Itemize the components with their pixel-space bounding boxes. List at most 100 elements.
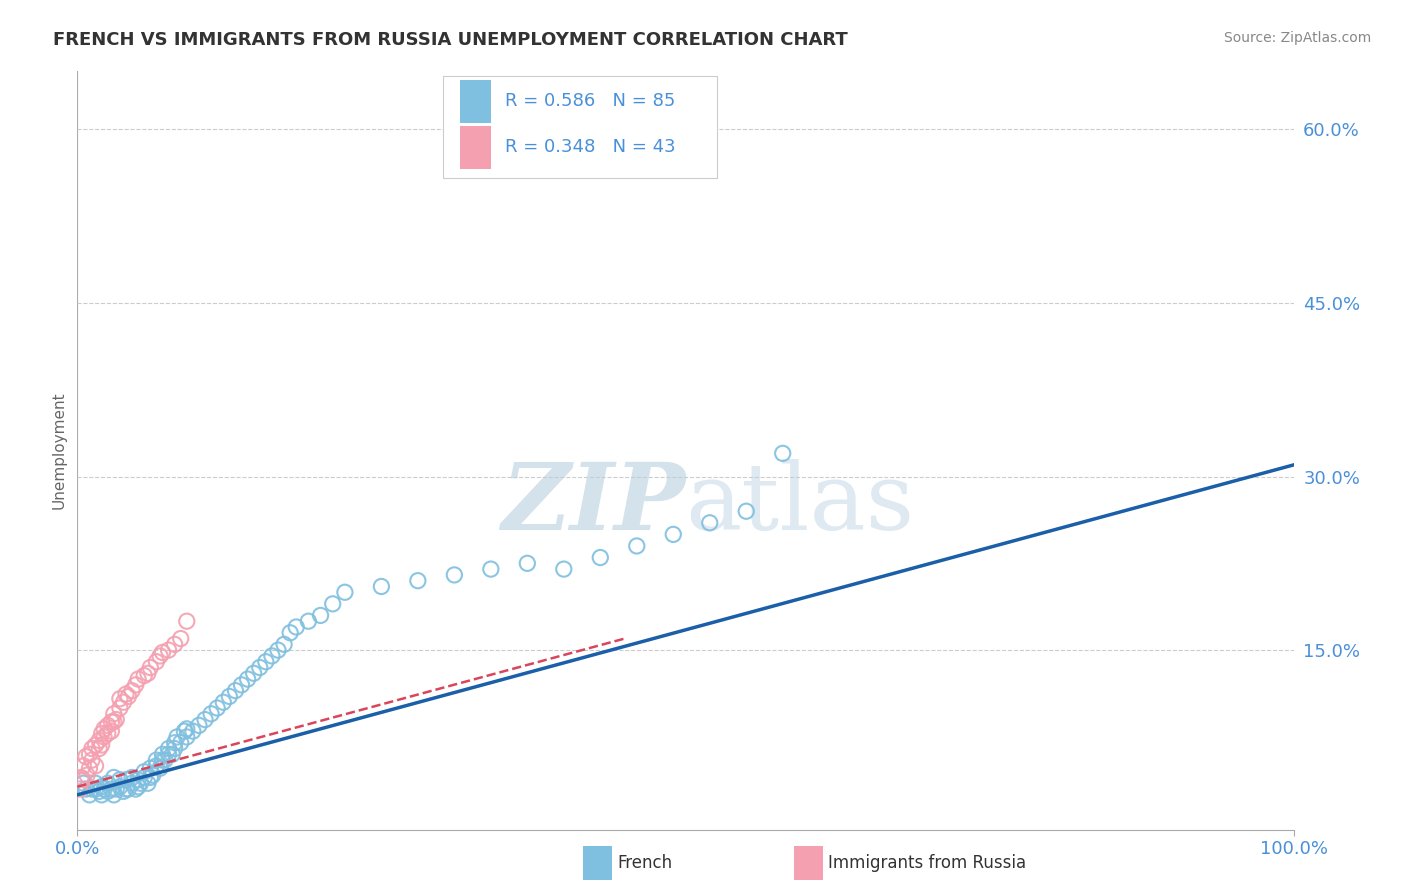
Point	[212, 695, 235, 709]
Point	[108, 772, 131, 787]
Point	[194, 713, 217, 727]
Text: Source: ZipAtlas.com: Source: ZipAtlas.com	[1223, 31, 1371, 45]
Point	[84, 759, 107, 773]
Point	[115, 782, 138, 797]
Point	[90, 738, 112, 752]
Point	[90, 726, 112, 740]
Point	[117, 690, 139, 704]
Point	[176, 614, 198, 628]
Y-axis label: Unemployment: Unemployment	[51, 392, 66, 509]
Point	[218, 690, 240, 704]
Point	[125, 678, 148, 692]
Point	[479, 562, 502, 576]
Point	[84, 782, 107, 797]
Text: atlas: atlas	[686, 458, 915, 549]
Point	[125, 782, 148, 797]
Point	[108, 701, 131, 715]
Point	[121, 776, 143, 790]
Point	[117, 782, 139, 797]
Point	[89, 784, 111, 798]
Point	[136, 666, 159, 681]
Text: French: French	[617, 854, 672, 871]
Point	[112, 695, 135, 709]
Point	[278, 625, 301, 640]
Point	[626, 539, 648, 553]
Point	[134, 668, 156, 682]
Point	[166, 730, 188, 744]
Point	[173, 724, 195, 739]
Point	[103, 714, 125, 729]
Point	[129, 776, 152, 790]
Text: FRENCH VS IMMIGRANTS FROM RUSSIA UNEMPLOYMENT CORRELATION CHART: FRENCH VS IMMIGRANTS FROM RUSSIA UNEMPLO…	[53, 31, 848, 49]
Point	[176, 730, 198, 744]
Point	[115, 772, 138, 787]
Point	[84, 776, 107, 790]
Point	[100, 724, 122, 739]
Point	[75, 782, 97, 797]
Point	[160, 747, 183, 762]
Point	[69, 782, 91, 797]
Point	[105, 782, 128, 797]
Point	[79, 788, 101, 802]
Point	[242, 666, 264, 681]
Point	[176, 722, 198, 736]
Point	[163, 637, 186, 651]
Point	[205, 701, 228, 715]
Point	[153, 753, 176, 767]
Point	[145, 655, 167, 669]
Point	[699, 516, 721, 530]
Point	[662, 527, 685, 541]
Point	[136, 776, 159, 790]
Point	[90, 780, 112, 794]
Point	[121, 683, 143, 698]
Point	[93, 782, 115, 797]
Point	[142, 768, 165, 782]
Point	[127, 772, 149, 787]
Point	[89, 741, 111, 756]
Point	[97, 784, 120, 798]
Point	[267, 643, 290, 657]
Point	[134, 771, 156, 785]
Point	[157, 643, 180, 657]
Point	[105, 713, 128, 727]
Point	[224, 683, 246, 698]
Text: Immigrants from Russia: Immigrants from Russia	[828, 854, 1026, 871]
Point	[97, 776, 120, 790]
Point	[516, 557, 538, 571]
Point	[273, 637, 295, 651]
Point	[139, 771, 162, 785]
Point	[145, 759, 167, 773]
Point	[112, 784, 135, 798]
Text: R = 0.348   N = 43: R = 0.348 N = 43	[505, 138, 675, 156]
Text: ZIP: ZIP	[501, 458, 686, 549]
Point	[443, 568, 465, 582]
Point	[72, 776, 94, 790]
Point	[100, 782, 122, 797]
Point	[72, 772, 94, 787]
Point	[115, 687, 138, 701]
Point	[103, 771, 125, 785]
Point	[90, 788, 112, 802]
Point	[97, 726, 120, 740]
Point	[254, 655, 277, 669]
Point	[80, 753, 103, 767]
Point	[553, 562, 575, 576]
Point	[93, 730, 115, 744]
Point	[370, 579, 392, 593]
Point	[80, 741, 103, 756]
Point	[121, 771, 143, 785]
Point	[152, 645, 174, 659]
Point	[333, 585, 356, 599]
Point	[406, 574, 429, 588]
Point	[188, 718, 211, 732]
Point	[75, 749, 97, 764]
Point	[97, 718, 120, 732]
Point	[589, 162, 612, 177]
Point	[103, 788, 125, 802]
Point	[89, 733, 111, 747]
Point	[70, 771, 93, 785]
Point	[260, 648, 283, 663]
Point	[108, 691, 131, 706]
Point	[79, 761, 101, 775]
Point	[80, 782, 103, 797]
